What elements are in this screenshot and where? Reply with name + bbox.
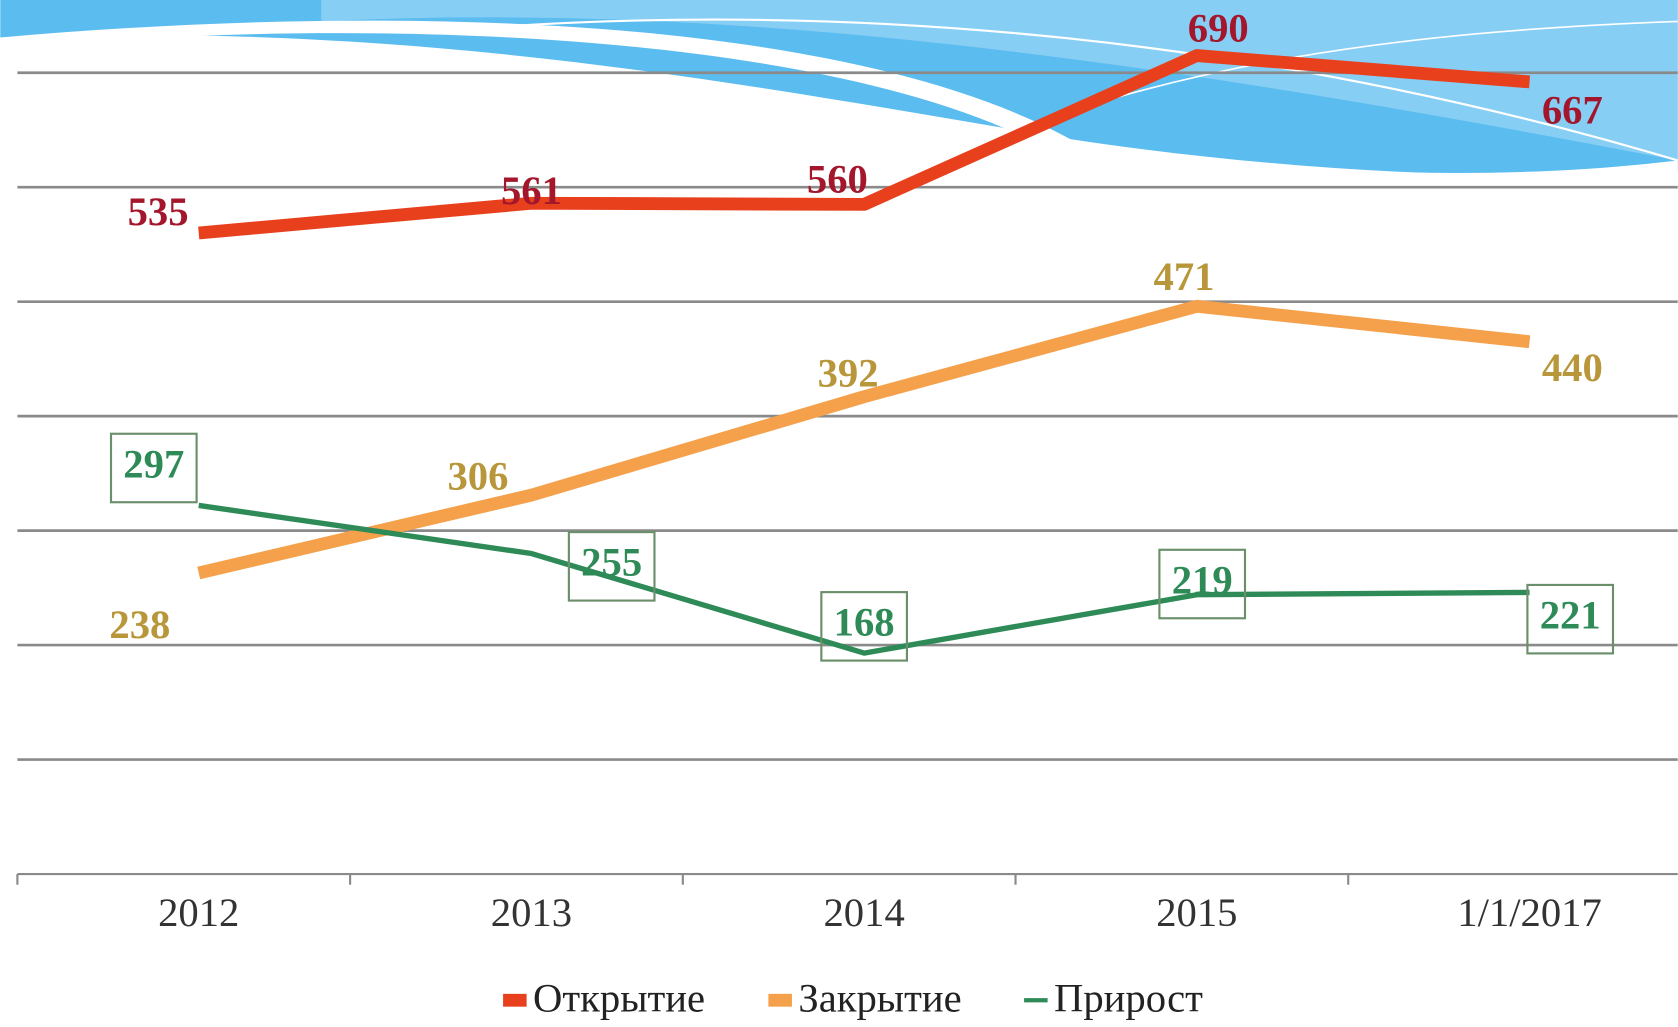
- chart: 2012 2013 2014 2015 1/1/2017 535 561 560 690 667 2…: [0, 0, 1678, 1027]
- x-tick-label: 2015: [1156, 890, 1237, 935]
- data-label: 255: [581, 540, 642, 585]
- page: 2012 2013 2014 2015 1/1/2017 535 561 560 690 667 2…: [0, 0, 1678, 1027]
- x-tick-label: 1/1/2017: [1457, 890, 1602, 935]
- legend-label: Открытие: [533, 976, 705, 1021]
- data-label: 561: [501, 168, 562, 213]
- legend-swatch: [503, 994, 527, 1007]
- data-label: 306: [447, 453, 508, 498]
- legend-label: Закрытие: [798, 976, 961, 1021]
- data-label: 535: [128, 189, 189, 234]
- data-label: 221: [1540, 593, 1601, 638]
- data-label: 440: [1542, 345, 1603, 390]
- data-label: 219: [1172, 557, 1233, 602]
- data-label: 392: [818, 351, 879, 396]
- legend: Открытие Закрытие Прирост: [503, 976, 1203, 1021]
- data-label: 238: [109, 602, 170, 647]
- legend-label: Прирост: [1054, 976, 1203, 1021]
- legend-swatch: [768, 994, 792, 1007]
- data-label: 560: [807, 156, 868, 201]
- x-tick-label: 2014: [823, 890, 904, 935]
- data-label: 471: [1154, 254, 1215, 299]
- x-tick-label: 2013: [491, 890, 572, 935]
- data-label: 168: [834, 600, 895, 645]
- data-label: 297: [123, 441, 184, 486]
- x-tick-label: 2012: [158, 890, 239, 935]
- data-label: 690: [1188, 5, 1249, 50]
- data-label: 667: [1542, 87, 1603, 132]
